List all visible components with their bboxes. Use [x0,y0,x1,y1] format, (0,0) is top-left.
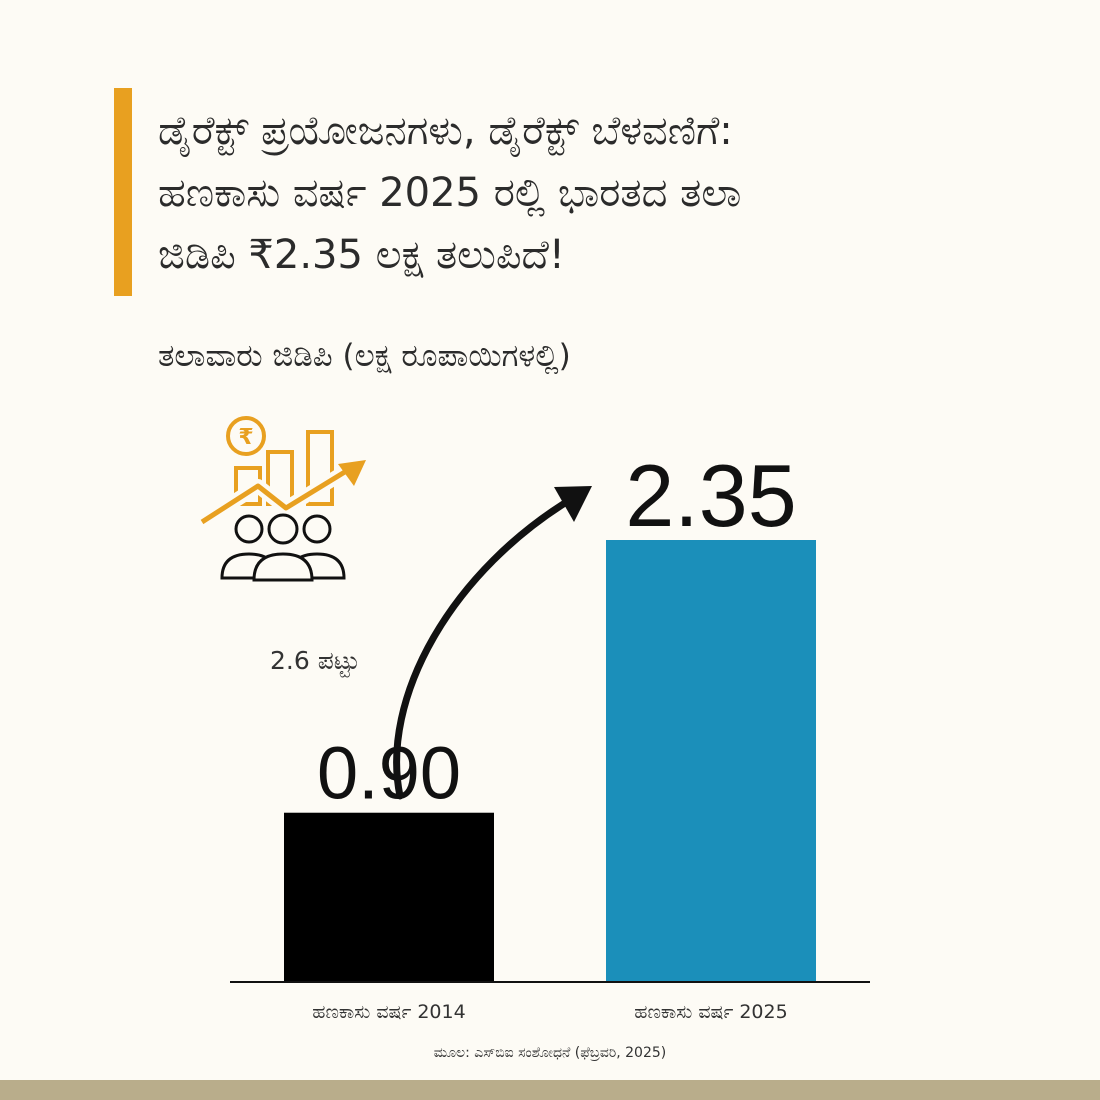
people-icon [220,513,346,582]
source-note: ಮೂಲ: ಎಸ್‌ಬಿಐ ಸಂಶೋಧನೆ (ಫೆಬ್ರವರಿ, 2025) [433,1045,667,1061]
bar-2 [606,540,816,982]
bar-chart-icon [234,430,334,506]
title-line-1: ಡೈರೆಕ್ಟ್ ಪ್ರಯೋಜನಗಳು, ಡೈರೆಕ್ಟ್ ಬೆಳವಣಿಗೆ: [158,108,733,154]
page-title: ಡೈರೆಕ್ಟ್ ಪ್ರಯೋಜನಗಳು, ಡೈರೆಕ್ಟ್ ಬೆಳವಣಿಗೆ: … [158,100,1058,286]
bar-value-label-2: 2.35 [625,446,796,545]
category-label-1: ಹಣಕಾಸು ವರ್ಷ 2014 [312,1001,465,1023]
bar-1 [284,812,494,982]
category-label-2: ಹಣಕಾಸು ವರ್ಷ 2025 [634,1001,787,1023]
chart-subtitle: ತಲಾವಾರು ಜಿಡಿಪಿ (ಲಕ್ಷ ರೂಪಾಯಿಗಳಲ್ಲಿ) [158,338,571,374]
svg-text:₹: ₹ [238,425,253,450]
bar-value-label-1: 0.90 [317,732,461,815]
rupee-growth-people-icon: ₹ [198,412,368,587]
growth-multiplier-label: 2.6 ಪಟ್ಟು [270,646,360,675]
growth-arrow [393,486,592,800]
bottom-band [0,1080,1100,1100]
trend-arrow-icon [198,460,366,528]
title-accent-bar [114,88,132,296]
title-line-2: ಹಣಕಾಸು ವರ್ಷ 2025 ರಲ್ಲಿ ಭಾರತದ ತಲಾ [158,170,742,216]
rupee-coin-icon: ₹ [226,416,266,456]
title-line-3: ಜಿಡಿಪಿ ₹2.35 ಲಕ್ಷ ತಲುಪಿದೆ! [158,232,565,278]
